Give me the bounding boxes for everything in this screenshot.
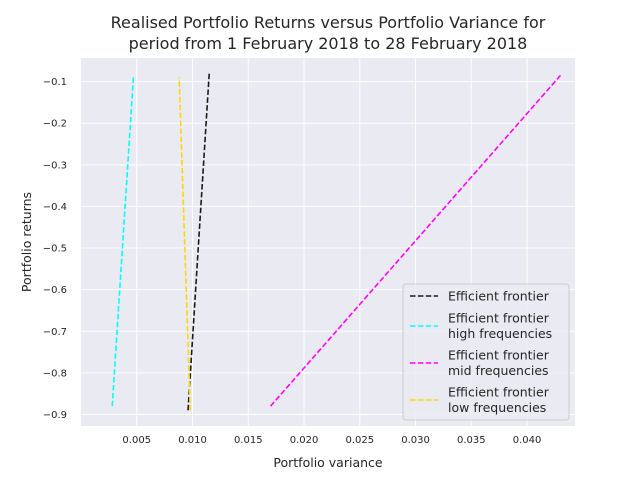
chart-title-line2: period from 1 February 2018 to 28 Februa… [129,34,528,53]
chart-title-line1: Realised Portfolio Returns versus Portfo… [111,13,546,32]
series-line-3 [269,74,562,407]
y-tick-label: −0.1 [43,77,67,88]
legend-label-3: Efficient frontier mid frequencies [448,348,550,379]
x-axis-label: Portfolio variance [273,455,383,470]
grid [81,58,575,426]
legend-label-2: Efficient frontier high frequencies [448,311,552,342]
y-tick-label: −0.9 [43,410,67,421]
legend-label-1: Efficient frontier [448,289,550,304]
x-tick-label: 0.030 [401,435,430,446]
x-tick-label: 0.035 [457,435,486,446]
series-line-4 [178,77,192,411]
x-tick-labels: 0.005 0.010 0.015 0.020 0.025 0.030 0.035 0.040 [122,435,541,446]
y-axis-label: Portfolio returns [19,192,34,292]
y-tick-label: −0.6 [43,285,67,296]
legend-box [402,283,570,421]
series-line-1 [187,73,211,411]
legend-label-4: Efficient frontier low frequencies [448,385,550,416]
y-tick-label: −0.8 [43,368,67,379]
x-tick-label: 0.005 [122,435,151,446]
y-tick-label: −0.7 [43,327,67,338]
x-tick-label: 0.015 [234,435,263,446]
series-layer [111,73,562,411]
y-tick-label: −0.5 [43,244,67,255]
x-tick-label: 0.025 [345,435,374,446]
y-tick-labels: −0.1 −0.2 −0.3 −0.4 −0.5 −0.6 −0.7 −0.8 −0.9 [43,77,67,421]
y-tick-label: −0.3 [43,160,67,171]
y-tick-label: −0.2 [43,119,67,130]
y-tick-label: −0.4 [43,202,67,213]
x-tick-label: 0.020 [290,435,319,446]
x-tick-label: 0.040 [513,435,542,446]
x-tick-label: 0.010 [178,435,207,446]
legend: Efficient frontier Efficient frontier high… [402,283,570,421]
